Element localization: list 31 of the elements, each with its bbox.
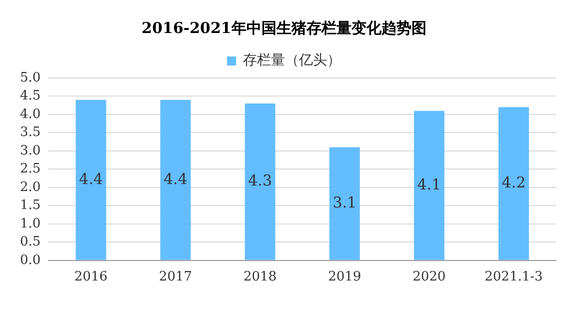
legend-label: 存栏量（亿头） [243, 52, 341, 69]
y-tick-label: 0.5 [20, 234, 41, 250]
bar [414, 110, 444, 260]
y-tick-label: 3.0 [20, 143, 41, 158]
y-tick-label: 5.0 [20, 70, 41, 86]
y-tick-label: 1.5 [20, 198, 41, 214]
y-tick-label: 3.5 [20, 125, 41, 140]
bar [498, 107, 529, 260]
y-tick-label: 2.5 [20, 162, 41, 177]
x-tick-label: 2021.1-3 [484, 270, 543, 285]
bar [76, 100, 106, 260]
x-tick-label: 2018 [244, 270, 277, 285]
chart-title: 2016-2021年中国生猪存栏量变化趋势图 [142, 18, 426, 37]
y-tick-label: 0.0 [20, 252, 41, 268]
x-tick-label: 2017 [158, 270, 192, 285]
data-label: 4.4 [79, 170, 103, 188]
data-label: 4.4 [164, 170, 188, 188]
x-tick-label: 2020 [412, 270, 446, 285]
y-tick-label: 4.0 [20, 106, 41, 122]
y-tick-label: 2.0 [20, 180, 41, 195]
data-label: 3.1 [332, 193, 357, 212]
data-label: 4.1 [417, 175, 442, 194]
data-label: 4.2 [502, 173, 526, 192]
y-tick-label: 4.5 [20, 88, 41, 104]
bar [160, 100, 191, 260]
y-tick-label: 1.0 [20, 216, 41, 232]
bar [244, 104, 276, 260]
data-label: 4.3 [248, 172, 272, 190]
x-tick-label: 2019 [328, 270, 362, 285]
x-tick-label: 2016 [74, 270, 108, 285]
bar [329, 147, 360, 260]
